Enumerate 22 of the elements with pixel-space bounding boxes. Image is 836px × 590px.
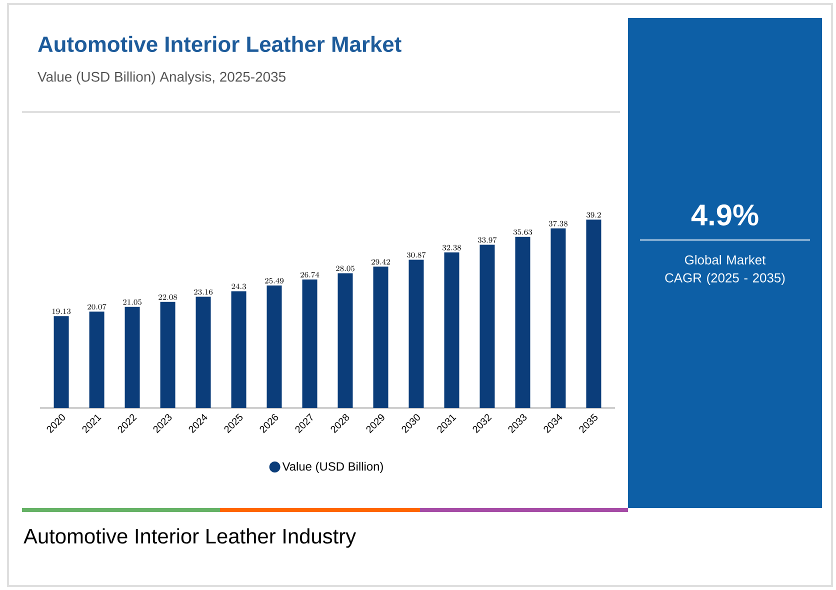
bar — [196, 296, 211, 408]
bar — [408, 260, 424, 408]
bar — [373, 266, 388, 408]
bar — [124, 306, 140, 408]
text: Automotive Interior Leather Industry — [24, 528, 356, 548]
bar — [231, 291, 246, 408]
bar — [338, 273, 353, 408]
bar — [480, 244, 495, 408]
bar — [586, 220, 602, 408]
bar — [266, 286, 282, 408]
bar — [89, 312, 104, 408]
chart-subtitle: Value (USD Billion) Analysis, 2025-2035 — [38, 71, 286, 84]
bar — [160, 302, 176, 408]
text: 4.9% — [691, 204, 758, 226]
bar — [54, 316, 69, 408]
chart-title: Automotive Interior Leather Market — [38, 36, 402, 52]
bar — [515, 236, 530, 408]
bar — [550, 228, 566, 408]
text: Global Market CAGR (2025 - 2035) — [665, 254, 785, 285]
bar — [302, 280, 318, 408]
bar — [444, 252, 460, 408]
legend-label: Value (USD Billion) — [282, 462, 383, 474]
